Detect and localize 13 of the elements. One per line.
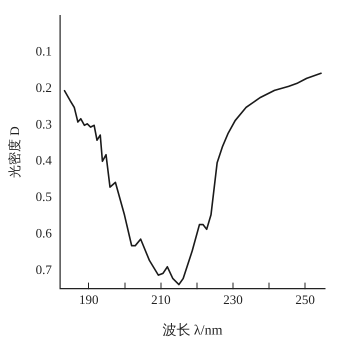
x-tick-label: 230 bbox=[223, 292, 243, 307]
y-tick-label: 0.2 bbox=[36, 80, 52, 95]
y-tick-label: 0.4 bbox=[36, 152, 52, 168]
y-tick-label: 0.7 bbox=[36, 262, 52, 277]
y-tick-label: 0.6 bbox=[36, 225, 52, 240]
x-tick-label: 190 bbox=[78, 292, 98, 307]
y-tick-label: 0.3 bbox=[36, 116, 52, 132]
x-axis-title: 波长 λ/nm bbox=[162, 322, 223, 338]
y-tick-label: 0.5 bbox=[36, 189, 52, 204]
y-tick-label: 0.1 bbox=[36, 44, 52, 59]
x-tick-label: 250 bbox=[295, 292, 315, 307]
y-axis-title: 光密度 D bbox=[7, 126, 22, 178]
x-tick-label: 210 bbox=[151, 292, 171, 307]
